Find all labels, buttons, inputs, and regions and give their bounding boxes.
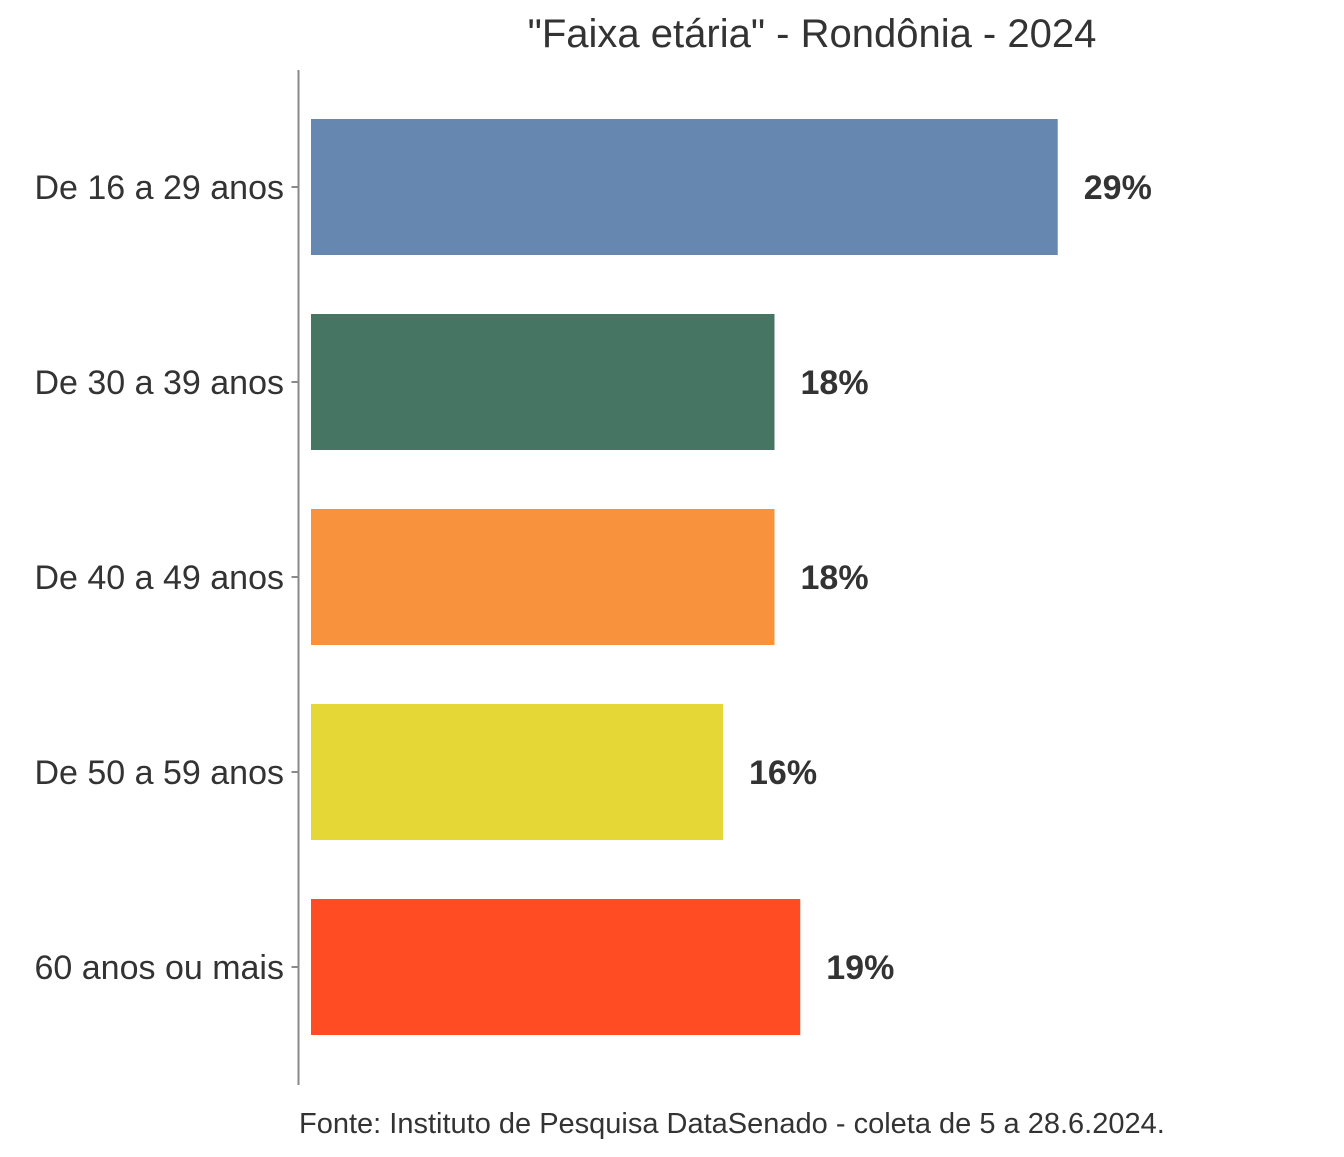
value-label-4: 16% bbox=[749, 754, 817, 792]
bar-2 bbox=[311, 314, 775, 450]
bar-5 bbox=[311, 899, 801, 1035]
category-label-1: De 16 a 29 anos bbox=[34, 169, 284, 207]
value-label-2: 18% bbox=[801, 364, 869, 402]
category-label-2: De 30 a 39 anos bbox=[34, 364, 284, 402]
value-label-3: 18% bbox=[801, 559, 869, 597]
bar-3 bbox=[311, 509, 775, 645]
chart-title: "Faixa etária" - Rondônia - 2024 bbox=[528, 12, 1097, 56]
bar-4 bbox=[311, 704, 723, 840]
category-label-5: 60 anos ou mais bbox=[35, 949, 285, 987]
category-label-3: De 40 a 49 anos bbox=[34, 559, 284, 597]
category-label-4: De 50 a 59 anos bbox=[34, 754, 284, 792]
value-label-1: 29% bbox=[1084, 169, 1152, 207]
value-label-5: 19% bbox=[826, 949, 894, 987]
bar-1 bbox=[311, 119, 1058, 255]
bars-group: De 16 a 29 anos 29% De 30 a 39 anos 18% De 4… bbox=[34, 119, 1152, 1035]
source-note: Fonte: Instituto de Pesquisa DataSenado … bbox=[299, 1108, 1165, 1140]
